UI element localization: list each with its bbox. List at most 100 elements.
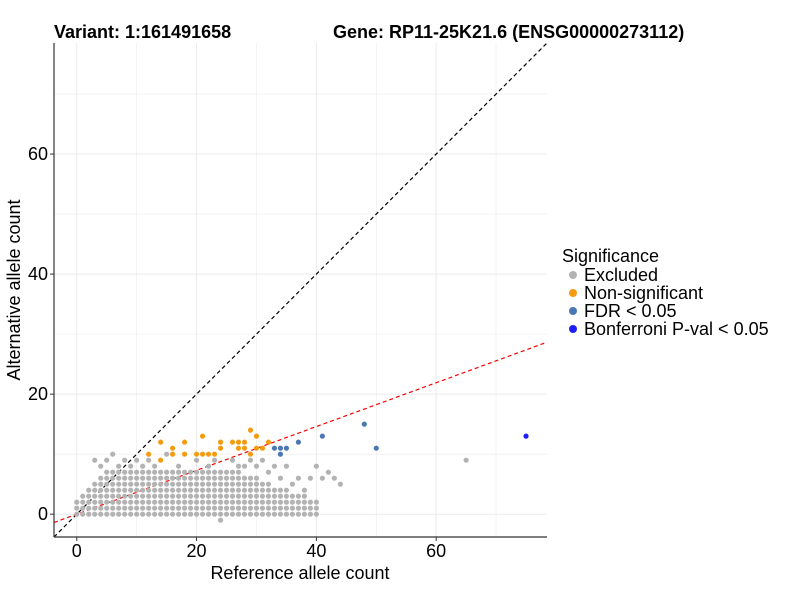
point-excluded bbox=[193, 457, 200, 463]
point-excluded bbox=[193, 505, 200, 511]
point-excluded bbox=[241, 511, 248, 517]
point-excluded bbox=[164, 469, 170, 475]
point-excluded bbox=[86, 487, 92, 493]
point-excluded bbox=[146, 499, 152, 505]
x-tick-label: 40 bbox=[306, 541, 326, 561]
point-excluded bbox=[128, 469, 134, 475]
point-excluded bbox=[74, 511, 80, 517]
point-excluded bbox=[205, 493, 212, 499]
point-excluded bbox=[307, 499, 313, 505]
point-excluded bbox=[289, 511, 296, 517]
point-excluded bbox=[235, 475, 242, 481]
point-non-significant bbox=[217, 445, 224, 451]
point-excluded bbox=[122, 475, 128, 481]
point-bonferroni-p-val-0-05 bbox=[523, 433, 529, 439]
point-excluded bbox=[217, 505, 224, 511]
legend-label: Excluded bbox=[584, 265, 658, 285]
point-excluded bbox=[86, 493, 92, 499]
point-excluded bbox=[152, 463, 158, 469]
point-excluded bbox=[92, 493, 98, 499]
point-excluded bbox=[307, 505, 313, 511]
point-excluded bbox=[152, 469, 158, 475]
point-excluded bbox=[98, 499, 104, 505]
point-excluded bbox=[283, 493, 290, 499]
point-excluded bbox=[110, 505, 116, 511]
point-excluded bbox=[253, 505, 260, 511]
point-non-significant bbox=[158, 439, 164, 445]
grid-lines bbox=[54, 43, 547, 537]
point-non-significant bbox=[229, 439, 236, 445]
legend-swatch bbox=[569, 307, 577, 315]
point-excluded bbox=[277, 493, 284, 499]
point-excluded bbox=[92, 505, 98, 511]
point-excluded bbox=[146, 487, 152, 493]
point-excluded bbox=[241, 493, 248, 499]
point-excluded bbox=[265, 487, 272, 493]
point-excluded bbox=[122, 505, 128, 511]
point-excluded bbox=[193, 469, 200, 475]
point-excluded bbox=[205, 499, 212, 505]
point-non-significant bbox=[253, 445, 260, 451]
point-excluded bbox=[187, 505, 194, 511]
point-excluded bbox=[235, 487, 242, 493]
point-excluded bbox=[223, 487, 230, 493]
point-excluded bbox=[313, 511, 319, 517]
point-excluded bbox=[235, 511, 242, 517]
point-excluded bbox=[295, 505, 302, 511]
point-excluded bbox=[104, 469, 110, 475]
x-tick-label: 20 bbox=[187, 541, 207, 561]
point-excluded bbox=[146, 475, 152, 481]
point-non-significant bbox=[181, 439, 188, 445]
point-excluded bbox=[140, 475, 146, 481]
point-fdr-0-05 bbox=[295, 439, 302, 445]
point-excluded bbox=[229, 505, 236, 511]
point-excluded bbox=[211, 493, 218, 499]
point-excluded bbox=[193, 499, 200, 505]
point-excluded bbox=[86, 499, 92, 505]
point-excluded bbox=[241, 487, 248, 493]
point-excluded bbox=[331, 475, 337, 481]
point-excluded bbox=[241, 475, 248, 481]
point-excluded bbox=[307, 511, 313, 517]
point-excluded bbox=[463, 457, 469, 463]
point-fdr-0-05 bbox=[271, 445, 278, 451]
point-non-significant bbox=[247, 427, 254, 433]
point-excluded bbox=[229, 475, 236, 481]
point-excluded bbox=[259, 505, 266, 511]
point-excluded bbox=[217, 469, 224, 475]
point-non-significant bbox=[170, 445, 176, 451]
point-excluded bbox=[164, 481, 170, 487]
point-excluded bbox=[164, 487, 170, 493]
point-excluded bbox=[164, 499, 170, 505]
point-non-significant bbox=[247, 451, 254, 457]
point-excluded bbox=[307, 475, 313, 481]
point-excluded bbox=[175, 499, 182, 505]
point-excluded bbox=[140, 481, 146, 487]
point-excluded bbox=[211, 457, 218, 463]
point-excluded bbox=[301, 493, 307, 499]
point-excluded bbox=[247, 475, 254, 481]
point-excluded bbox=[229, 499, 236, 505]
point-excluded bbox=[253, 487, 260, 493]
y-tick-label: 0 bbox=[38, 504, 48, 524]
x-axis-title: Reference allele count bbox=[210, 563, 389, 583]
point-excluded bbox=[223, 499, 230, 505]
point-excluded bbox=[187, 511, 194, 517]
point-excluded bbox=[259, 481, 266, 487]
point-excluded bbox=[181, 493, 188, 499]
point-excluded bbox=[140, 505, 146, 511]
point-excluded bbox=[241, 463, 248, 469]
point-excluded bbox=[289, 499, 296, 505]
point-excluded bbox=[199, 499, 206, 505]
point-excluded bbox=[187, 493, 194, 499]
point-excluded bbox=[116, 505, 122, 511]
legend-label: Bonferroni P-val < 0.05 bbox=[584, 319, 769, 339]
x-axis-ticks: 0 20 40 60 bbox=[72, 537, 446, 561]
point-excluded bbox=[104, 457, 110, 463]
point-fdr-0-05 bbox=[283, 445, 290, 451]
point-excluded bbox=[211, 487, 218, 493]
point-excluded bbox=[140, 469, 146, 475]
point-excluded bbox=[170, 511, 176, 517]
